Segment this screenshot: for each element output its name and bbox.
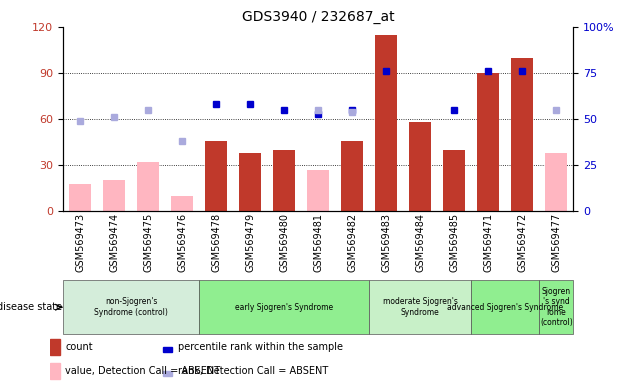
Bar [511,58,534,211]
FancyBboxPatch shape [471,280,539,334]
Title: GDS3940 / 232687_at: GDS3940 / 232687_at [242,10,394,25]
Bar [171,196,193,211]
Bar [103,180,125,211]
FancyBboxPatch shape [369,280,471,334]
Text: GSM569482: GSM569482 [347,213,357,272]
FancyBboxPatch shape [539,280,573,334]
Bar [165,211,199,280]
Text: GSM569485: GSM569485 [449,213,459,272]
Bar [97,211,131,280]
Bar [505,211,539,280]
Bar [471,211,505,280]
Text: GSM569484: GSM569484 [415,213,425,271]
Bar [545,153,568,211]
Text: GSM569478: GSM569478 [211,213,221,272]
Bar [273,150,295,211]
Text: rank, Detection Call = ABSENT: rank, Detection Call = ABSENT [178,366,328,376]
Bar [301,211,335,280]
FancyBboxPatch shape [199,280,369,334]
Text: GSM569480: GSM569480 [279,213,289,271]
Bar [369,211,403,280]
Bar [63,211,97,280]
Bar [539,211,573,280]
Bar [335,211,369,280]
Bar [50,363,60,379]
Text: advanced Sjogren's Syndrome: advanced Sjogren's Syndrome [447,303,563,312]
Text: GSM569471: GSM569471 [483,213,493,272]
Bar [267,211,301,280]
Bar [137,162,159,211]
Bar [205,141,227,211]
Text: GSM569474: GSM569474 [109,213,119,272]
Text: non-Sjogren's
Syndrome (control): non-Sjogren's Syndrome (control) [94,298,168,317]
Bar [307,170,329,211]
Bar [437,211,471,280]
Text: value, Detection Call = ABSENT: value, Detection Call = ABSENT [66,366,220,376]
Text: GSM569479: GSM569479 [245,213,255,272]
Text: GSM569473: GSM569473 [75,213,85,272]
Text: GSM569481: GSM569481 [313,213,323,271]
Text: GSM569475: GSM569475 [143,213,153,272]
Text: percentile rank within the sample: percentile rank within the sample [178,342,343,352]
Text: GSM569477: GSM569477 [551,213,561,272]
Bar [50,339,60,355]
Bar [131,211,165,280]
Text: Sjogren
's synd
rome
(control): Sjogren 's synd rome (control) [540,287,573,327]
Text: GSM569476: GSM569476 [177,213,187,272]
Bar [403,211,437,280]
Text: count: count [66,342,93,352]
Text: GSM569483: GSM569483 [381,213,391,271]
Bar [341,141,364,211]
Bar [163,371,173,376]
Bar [239,153,261,211]
Bar [409,122,432,211]
Text: GSM569472: GSM569472 [517,213,527,272]
Bar [477,73,500,211]
Bar [69,184,91,211]
Text: disease state: disease state [0,302,62,312]
Bar [163,347,173,352]
Bar [199,211,233,280]
Bar [443,150,466,211]
Bar [233,211,267,280]
FancyBboxPatch shape [63,280,199,334]
Bar [375,35,398,211]
Text: moderate Sjogren's
Syndrome: moderate Sjogren's Syndrome [383,298,457,317]
Text: early Sjogren's Syndrome: early Sjogren's Syndrome [235,303,333,312]
